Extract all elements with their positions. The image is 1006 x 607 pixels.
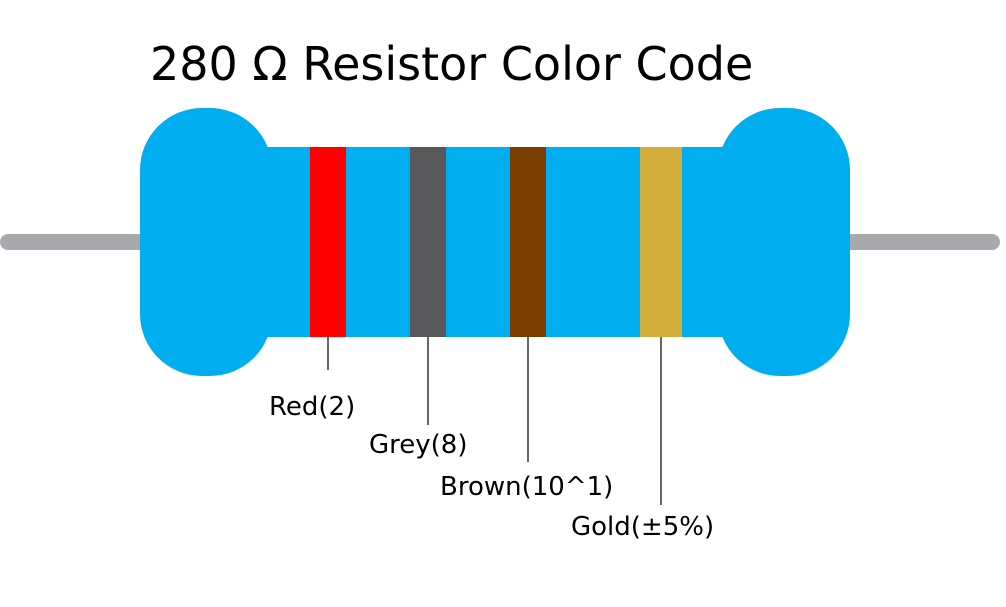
band-3 bbox=[510, 147, 546, 337]
diagram-title: 280 Ω Resistor Color Code bbox=[150, 37, 753, 91]
band-4 bbox=[640, 147, 682, 337]
band-2-label: Grey(8) bbox=[369, 430, 467, 460]
resistor-body bbox=[140, 108, 850, 376]
band-1 bbox=[310, 147, 346, 337]
band-3-label: Brown(10^1) bbox=[440, 472, 613, 502]
band-1-label: Red(2) bbox=[269, 392, 355, 422]
band-4-label: Gold(±5%) bbox=[571, 512, 714, 542]
band-2 bbox=[410, 147, 446, 337]
